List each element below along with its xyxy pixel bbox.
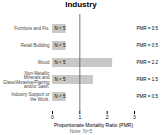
svg-text:N < 5: N < 5 (55, 43, 66, 48)
svg-text:N < 5: N < 5 (55, 94, 66, 99)
svg-text:Non-MetallicMinerals andGlass/: Non-MetallicMinerals andGlass/Abrasive/P… (3, 71, 50, 90)
html-text:Industry: Industry (65, 0, 97, 9)
svg-text:1: 1 (78, 114, 81, 120)
svg-text:0: 0 (51, 114, 54, 120)
svg-text:Retail Building: Retail Building (21, 43, 50, 48)
svg-text:3: 3 (133, 114, 136, 120)
svg-text:PMR = 2.2: PMR = 2.2 (137, 60, 159, 65)
svg-text:PMR = 1.5: PMR = 1.5 (137, 77, 159, 82)
svg-text:Wood: Wood (38, 60, 50, 65)
svg-text:Furniture and Fix.: Furniture and Fix. (14, 26, 49, 31)
html-text:Note: N<5: Note: N<5 (69, 128, 93, 134)
svg-text:Industry Support orthe Work.: Industry Support orthe Work. (11, 92, 50, 102)
svg-text:Proportionate Mortality Ratio: Proportionate Mortality Ratio (PMR) (54, 122, 134, 128)
svg-text:N < 5: N < 5 (55, 77, 66, 82)
svg-text:PMR = 0.5: PMR = 0.5 (137, 43, 159, 48)
svg-text:N < 5: N < 5 (55, 60, 66, 65)
svg-text:PMR = 0.5: PMR = 0.5 (137, 26, 159, 31)
svg-text:PMR = 0.5: PMR = 0.5 (137, 94, 159, 99)
svg-text:N < 5: N < 5 (55, 26, 66, 31)
svg-text:2: 2 (106, 114, 109, 120)
